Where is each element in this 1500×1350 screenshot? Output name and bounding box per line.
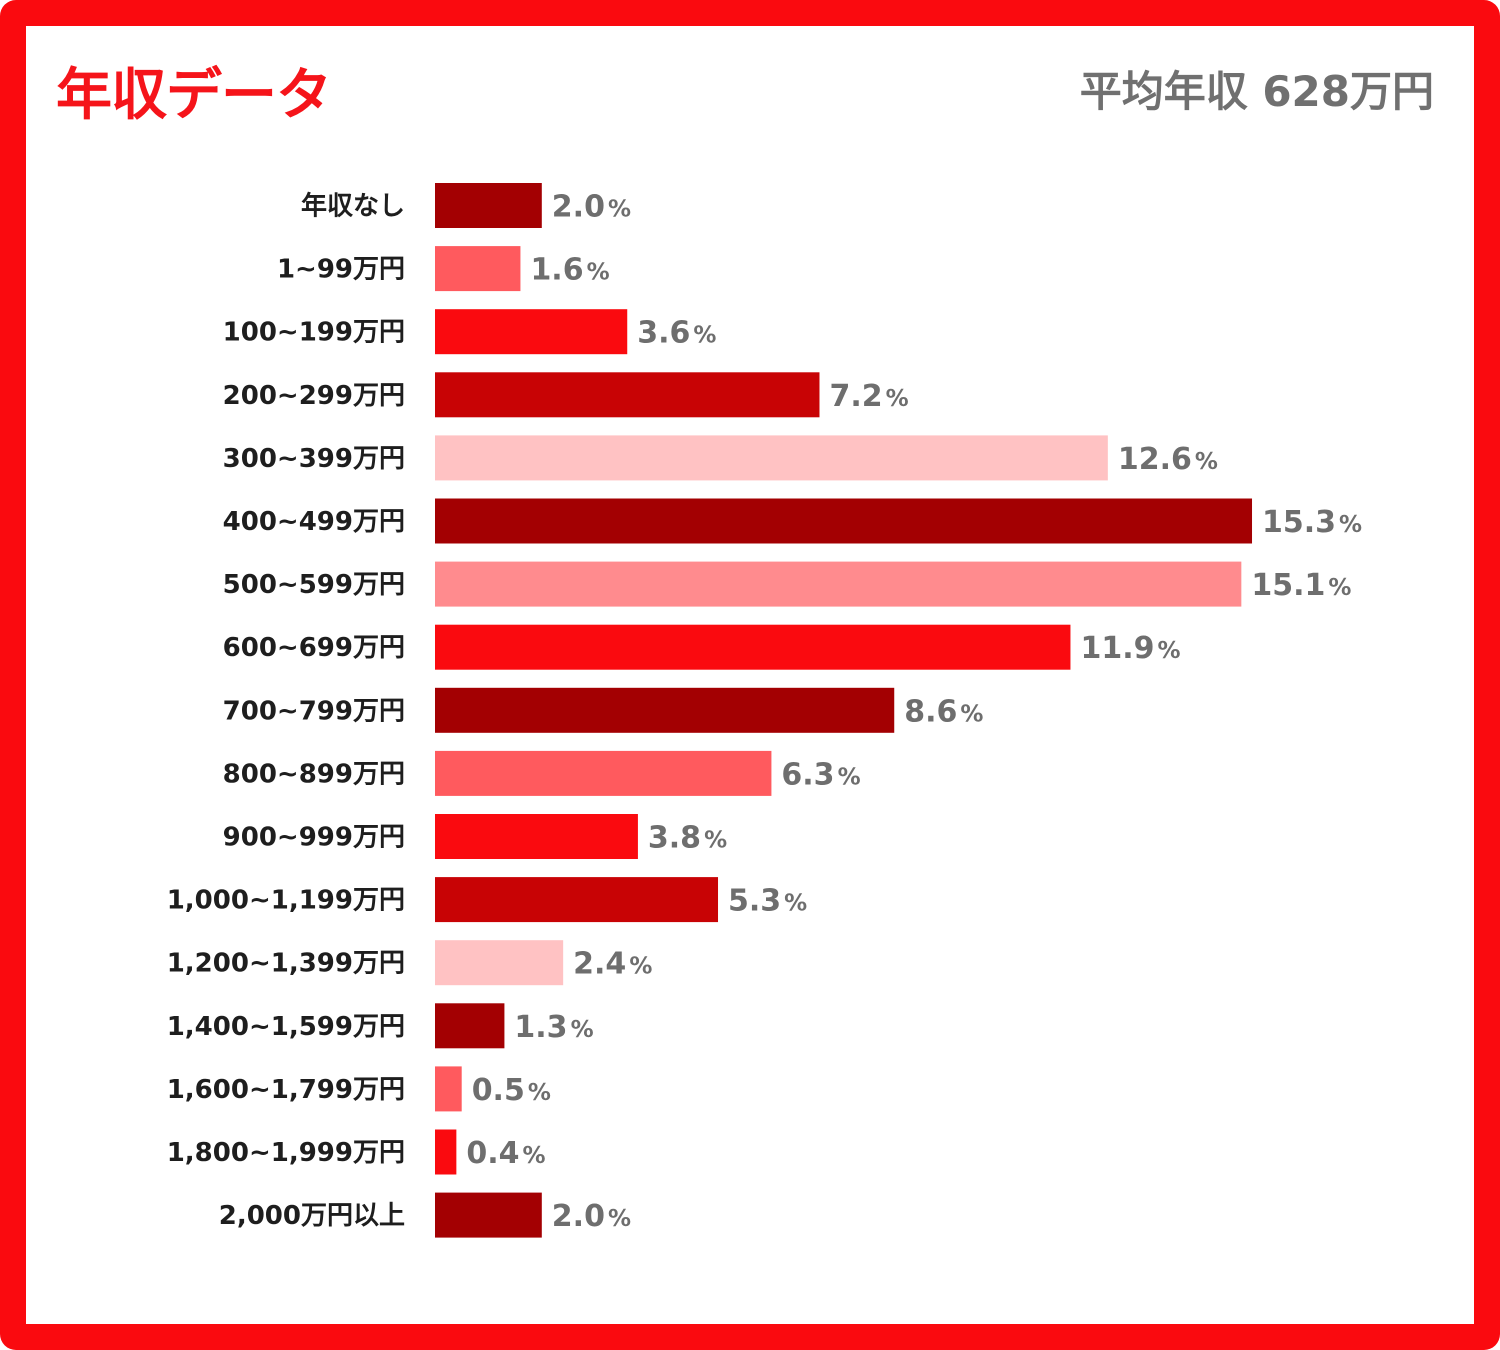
value-label: 2.4% [573,947,652,982]
value-label: 8.6% [904,694,983,729]
bar [435,687,895,733]
value-label: 2.0% [552,1199,631,1234]
category-label: 700~799万円 [223,696,405,726]
bar [435,1003,505,1049]
value-label: 3.8% [648,821,727,856]
bar [435,309,628,355]
bar [435,814,638,859]
value-label: 6.3% [781,757,860,792]
category-label: 1,200~1,399万円 [167,949,405,979]
value-label: 5.3% [728,884,807,919]
value-label: 12.6% [1118,442,1218,477]
category-label: 2,000万円以上 [219,1201,405,1231]
value-label: 15.1% [1251,568,1351,603]
bar [435,246,521,292]
bar [435,1129,457,1175]
bar [435,624,1071,670]
bar [435,877,719,923]
bar [435,750,772,796]
value-label: 1.6% [530,253,609,288]
category-label: 600~699万円 [223,633,405,663]
category-label: 300~399万円 [223,444,405,474]
average-income: 平均年収 628万円 [1079,67,1434,116]
category-label: 1,400~1,599万円 [167,1012,405,1042]
value-label: 7.2% [829,379,908,414]
category-label: 100~199万円 [223,318,405,348]
bar [435,1066,462,1112]
value-label: 1.3% [514,1010,593,1045]
value-label: 0.5% [472,1073,551,1108]
category-label: 800~899万円 [223,759,405,789]
category-label: 年収なし [301,191,405,222]
category-label: 900~999万円 [223,823,405,853]
bar [435,940,564,986]
value-label: 15.3% [1262,505,1362,540]
bar [435,183,542,228]
value-label: 0.4% [466,1136,545,1171]
category-label: 1,600~1,799万円 [167,1075,405,1105]
bar [435,1192,542,1238]
bar [435,561,1242,607]
value-label: 3.6% [637,316,716,351]
bar [435,372,820,418]
value-label: 2.0% [552,190,631,225]
chart-title: 年収データ [56,63,332,128]
category-label: 400~499万円 [223,507,405,537]
category-label: 200~299万円 [223,381,405,411]
category-label: 1~99万円 [277,255,405,285]
category-label: 1,000~1,199万円 [167,886,405,916]
value-label: 11.9% [1080,631,1180,666]
category-label: 500~599万円 [223,570,405,600]
bar [435,435,1108,481]
bar [435,498,1253,544]
category-label: 1,800~1,999万円 [167,1138,405,1168]
